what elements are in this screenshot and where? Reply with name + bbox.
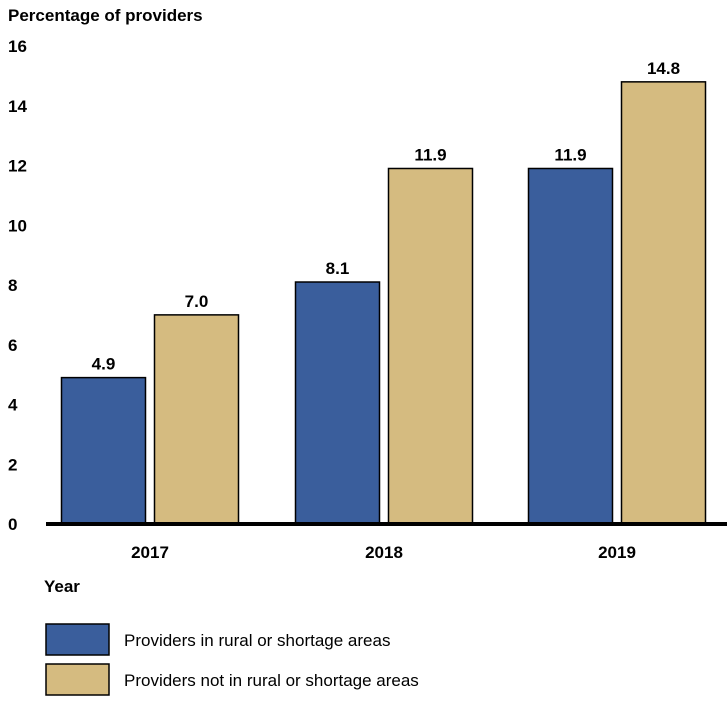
y-axis-ticks: 0 2 4 6 8 10 12 14 16 bbox=[8, 37, 27, 534]
bar-value-label: 11.9 bbox=[414, 145, 446, 164]
y-tick-label: 14 bbox=[8, 97, 27, 116]
bar-value-label: 4.9 bbox=[92, 355, 116, 374]
y-axis-title: Percentage of providers bbox=[8, 6, 203, 25]
legend-swatch bbox=[45, 623, 110, 656]
bar-value-label: 8.1 bbox=[326, 259, 350, 278]
y-tick-label: 10 bbox=[8, 216, 27, 235]
legend: Providers in rural or shortage areas Prov… bbox=[45, 623, 419, 696]
bar-rural-shortage-2017 bbox=[60, 376, 147, 525]
bar-rural-shortage-2018 bbox=[294, 281, 381, 525]
bar-rural-shortage-2019 bbox=[527, 167, 614, 525]
bar-not-rural-shortage-2019 bbox=[620, 81, 707, 525]
y-tick-label: 8 bbox=[8, 276, 17, 295]
legend-label: Providers in rural or shortage areas bbox=[124, 631, 390, 650]
x-tick-label: 2018 bbox=[365, 543, 403, 562]
y-tick-label: 6 bbox=[8, 336, 17, 355]
legend-swatch bbox=[45, 663, 110, 696]
y-tick-label: 4 bbox=[8, 396, 18, 415]
bar-value-label: 14.8 bbox=[647, 59, 680, 78]
y-tick-label: 0 bbox=[8, 515, 17, 534]
x-axis-ticks: 2017 2018 2019 bbox=[131, 543, 636, 562]
bar-not-rural-shortage-2018 bbox=[387, 167, 474, 525]
bars-group: 4.9 7.0 8.1 11.9 11.9 14.8 bbox=[60, 59, 707, 525]
bar-value-label: 7.0 bbox=[185, 292, 209, 311]
legend-label: Providers not in rural or shortage areas bbox=[124, 671, 419, 690]
x-tick-label: 2019 bbox=[598, 543, 636, 562]
y-tick-label: 16 bbox=[8, 37, 27, 56]
y-tick-label: 12 bbox=[8, 157, 27, 176]
x-tick-label: 2017 bbox=[131, 543, 169, 562]
bar-value-label: 11.9 bbox=[554, 145, 586, 164]
x-axis-title: Year bbox=[44, 577, 80, 596]
bar-not-rural-shortage-2017 bbox=[153, 314, 240, 525]
y-tick-label: 2 bbox=[8, 455, 17, 474]
